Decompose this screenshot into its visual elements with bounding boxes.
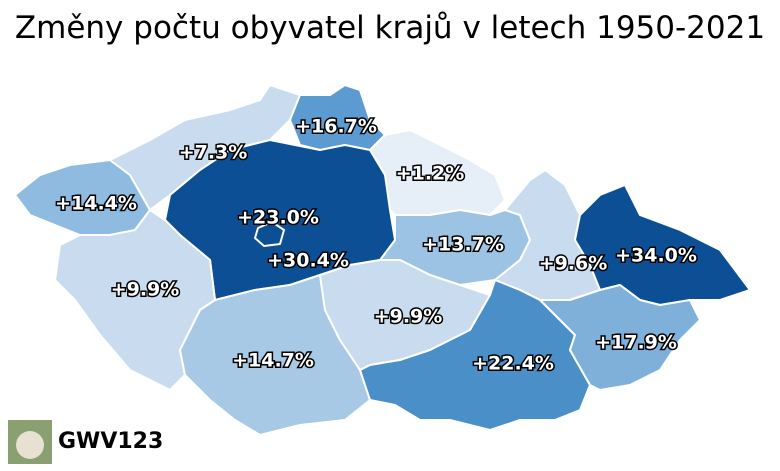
region-label: +34.0% <box>615 245 697 267</box>
region <box>254 221 285 247</box>
region-label: +16.7% <box>295 116 377 138</box>
region-label: +1.2% <box>396 163 465 185</box>
region <box>179 274 371 436</box>
region-label: +13.7% <box>422 234 504 256</box>
labels: +14.4% +7.3% +16.7% +1.2% +13.7% +9.6% +… <box>54 114 699 376</box>
map <box>14 84 751 436</box>
region-label: +14.7% <box>232 350 314 372</box>
region-label: +9.9% <box>111 279 180 301</box>
region-label: +9.6% <box>539 253 608 275</box>
watermark-text: GWV123 <box>58 429 163 454</box>
region-label: +22.4% <box>472 353 554 375</box>
region-label: +7.3% <box>179 142 248 164</box>
title: Změny počtu obyvatel krajů v letech 1950… <box>15 10 765 46</box>
watermark: GWV123 <box>8 420 163 464</box>
region-label: +14.4% <box>55 193 137 215</box>
region <box>574 184 751 306</box>
avatar-face <box>16 431 44 459</box>
region-label: +30.4% <box>267 250 349 272</box>
region <box>539 284 701 391</box>
region-label: +23.0% <box>237 207 319 229</box>
region-label: +9.9% <box>374 306 443 328</box>
region-label: +17.9% <box>595 332 677 354</box>
